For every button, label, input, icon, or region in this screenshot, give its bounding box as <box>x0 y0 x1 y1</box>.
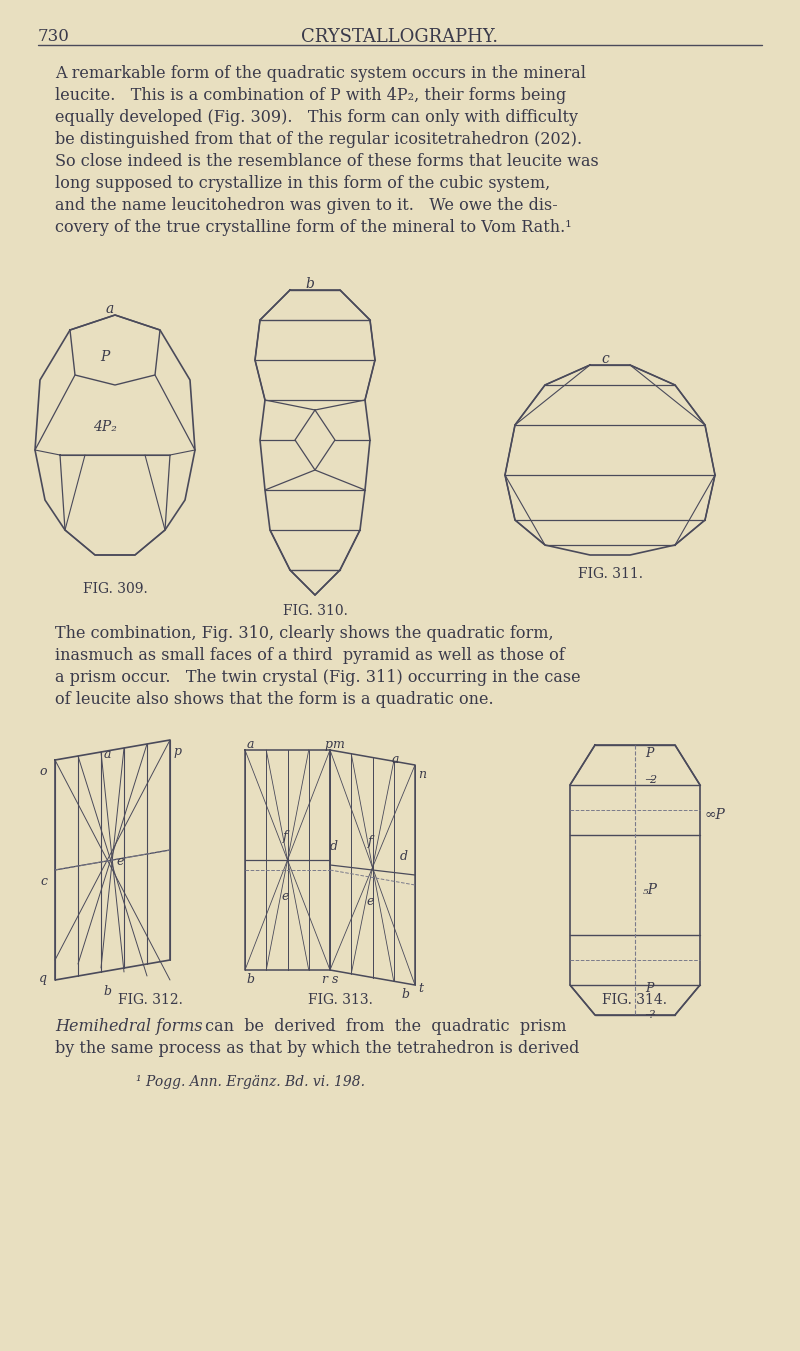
Text: f: f <box>368 835 372 848</box>
Text: c: c <box>40 875 47 888</box>
Text: ₅P: ₅P <box>643 884 658 897</box>
Text: n: n <box>418 767 426 781</box>
Text: m: m <box>332 738 344 751</box>
Text: inasmuch as small faces of a third  pyramid as well as those of: inasmuch as small faces of a third pyram… <box>55 647 565 663</box>
Text: by the same process as that by which the tetrahedron is derived: by the same process as that by which the… <box>55 1040 579 1056</box>
Text: P: P <box>645 982 654 994</box>
Text: q: q <box>39 971 47 985</box>
Text: a: a <box>391 753 398 766</box>
Text: b: b <box>401 988 409 1001</box>
Text: d: d <box>330 840 338 852</box>
Text: So close indeed is the resemblance of these forms that leucite was: So close indeed is the resemblance of th… <box>55 153 598 170</box>
Text: P: P <box>645 747 654 761</box>
Text: a: a <box>104 748 111 761</box>
Text: CRYSTALLOGRAPHY.: CRYSTALLOGRAPHY. <box>302 28 498 46</box>
Text: a: a <box>106 303 114 316</box>
Text: equally developed (Fig. 309).   This form can only with difficulty: equally developed (Fig. 309). This form … <box>55 109 578 126</box>
Text: c: c <box>601 353 609 366</box>
Text: 2: 2 <box>649 775 656 785</box>
Text: long supposed to crystallize in this form of the cubic system,: long supposed to crystallize in this for… <box>55 176 550 192</box>
Text: ?: ? <box>649 1011 655 1020</box>
Text: ──: ── <box>645 1011 655 1019</box>
Text: The combination, Fig. 310, clearly shows the quadratic form,: The combination, Fig. 310, clearly shows… <box>55 626 554 642</box>
Text: ──: ── <box>645 775 655 784</box>
Text: e: e <box>366 894 374 908</box>
Text: 730: 730 <box>38 28 70 45</box>
Text: FIG. 312.: FIG. 312. <box>118 993 182 1006</box>
Text: of leucite also shows that the form is a quadratic one.: of leucite also shows that the form is a… <box>55 690 494 708</box>
Text: covery of the true crystalline form of the mineral to Vom Rath.¹: covery of the true crystalline form of t… <box>55 219 572 236</box>
Text: r: r <box>321 973 327 986</box>
Text: s: s <box>332 973 338 986</box>
Text: b: b <box>246 973 254 986</box>
Text: e: e <box>116 855 124 867</box>
Text: and the name leucitohedron was given to it.   We owe the dis-: and the name leucitohedron was given to … <box>55 197 558 213</box>
Text: p: p <box>173 744 181 758</box>
Text: d: d <box>400 850 408 863</box>
Text: can  be  derived  from  the  quadratic  prism: can be derived from the quadratic prism <box>200 1019 566 1035</box>
Text: b: b <box>306 277 314 290</box>
Text: t: t <box>418 982 423 994</box>
Text: FIG. 314.: FIG. 314. <box>602 993 667 1006</box>
Text: a: a <box>246 738 254 751</box>
Text: f: f <box>282 830 287 843</box>
Text: FIG. 310.: FIG. 310. <box>282 604 347 617</box>
Text: A remarkable form of the quadratic system occurs in the mineral: A remarkable form of the quadratic syste… <box>55 65 586 82</box>
Text: FIG. 311.: FIG. 311. <box>578 567 642 581</box>
Text: b: b <box>103 985 111 998</box>
Text: a prism occur.   The twin crystal (Fig. 311) occurring in the case: a prism occur. The twin crystal (Fig. 31… <box>55 669 581 686</box>
Text: FIG. 309.: FIG. 309. <box>82 582 147 596</box>
Text: P: P <box>100 350 110 363</box>
Text: 4P₂: 4P₂ <box>93 420 117 434</box>
Text: ∞P: ∞P <box>705 808 726 821</box>
Text: o: o <box>39 765 47 778</box>
Text: leucite.   This is a combination of P with 4P₂, their forms being: leucite. This is a combination of P with… <box>55 86 566 104</box>
Text: e: e <box>282 890 289 902</box>
Text: Hemihedral forms: Hemihedral forms <box>55 1019 202 1035</box>
Text: p: p <box>324 738 332 751</box>
Text: FIG. 313.: FIG. 313. <box>307 993 373 1006</box>
Text: be distinguished from that of the regular icositetrahedron (202).: be distinguished from that of the regula… <box>55 131 582 149</box>
Text: ¹ Pogg. Ann. Ergänz. Bd. vi. 198.: ¹ Pogg. Ann. Ergänz. Bd. vi. 198. <box>135 1075 365 1089</box>
